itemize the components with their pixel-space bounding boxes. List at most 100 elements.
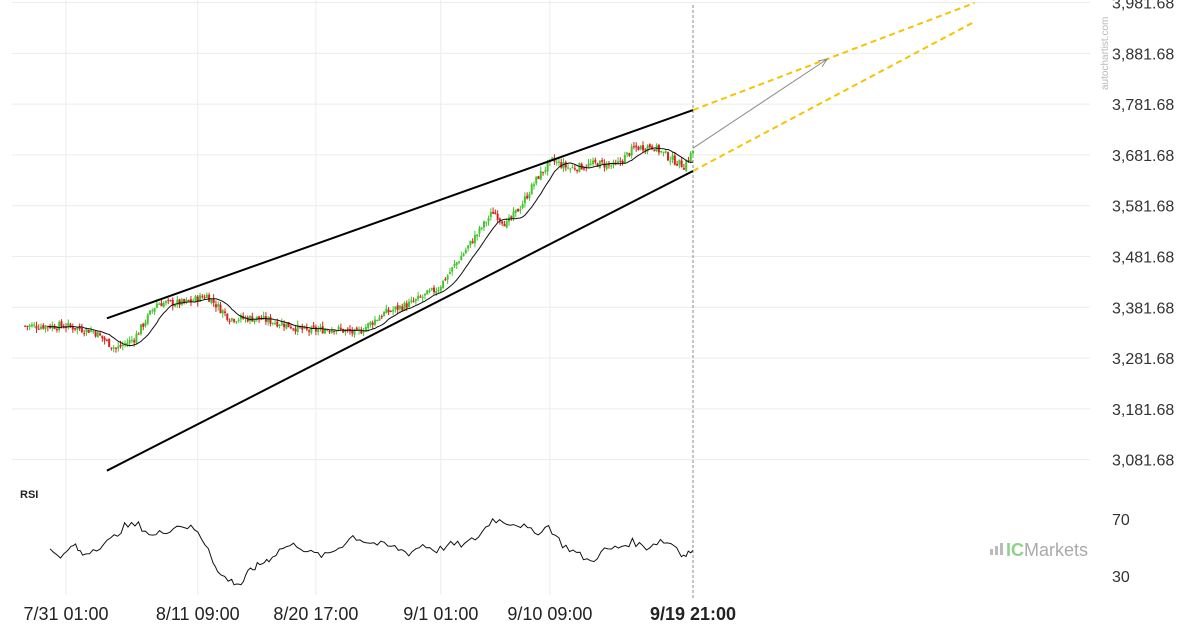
candle-body	[619, 160, 622, 162]
candle-body	[328, 331, 331, 333]
candle-body	[598, 160, 601, 168]
candle-body	[589, 163, 592, 165]
candle-body	[169, 300, 172, 302]
candle-body	[673, 155, 676, 165]
candle-body	[103, 337, 106, 341]
candle-body	[621, 160, 624, 163]
candle-body	[67, 322, 70, 327]
candle-body	[428, 290, 431, 292]
candle-body	[310, 326, 313, 334]
candle-body	[419, 296, 422, 298]
brand-markets: Markets	[1024, 540, 1088, 560]
candle-body	[514, 209, 517, 213]
candle-body	[364, 327, 367, 332]
candle-body	[603, 162, 606, 168]
candle-body	[326, 330, 329, 332]
candle-body	[40, 326, 43, 329]
candle-body	[610, 165, 613, 167]
wedge-upper-line	[106, 109, 694, 320]
candle-body	[544, 170, 547, 172]
candle-body	[114, 347, 117, 349]
candle-body	[185, 299, 188, 302]
candle-body	[319, 327, 322, 329]
candle-body	[194, 296, 197, 301]
candle-body	[523, 196, 526, 204]
y-tick-label: 3,181.68	[1112, 402, 1174, 419]
candle-body	[653, 149, 656, 152]
candle-body	[112, 347, 115, 349]
candle-body	[473, 235, 476, 244]
candle-body	[53, 325, 56, 329]
candle-body	[128, 339, 131, 344]
candle-body	[480, 227, 483, 229]
candle-body	[283, 323, 286, 328]
candle-body	[255, 316, 258, 320]
candle-body	[99, 333, 102, 336]
y-tick-label: 3,981.68	[1112, 0, 1174, 13]
candle-body	[521, 203, 524, 209]
candle-body	[65, 327, 67, 329]
candle-body	[564, 162, 567, 168]
candle-body	[433, 287, 436, 293]
ma-line	[47, 147, 694, 346]
candle-body	[485, 222, 488, 224]
candle-body	[392, 309, 395, 312]
candle-body	[503, 224, 506, 227]
candle-body	[262, 315, 265, 319]
x-tick-label: 7/31 01:00	[23, 604, 108, 624]
candle-body	[592, 160, 595, 164]
candle-body	[467, 245, 470, 249]
logo-bar-2	[995, 546, 998, 555]
candle-body	[196, 296, 199, 303]
y-tick-label: 3,681.68	[1112, 148, 1174, 165]
candle-body	[512, 211, 515, 219]
candle-body	[124, 343, 127, 345]
candle-body	[471, 241, 474, 244]
candle-body	[205, 294, 208, 298]
candle-body	[378, 317, 381, 321]
x-tick-label: 8/11 09:00	[156, 604, 240, 624]
candle-body	[137, 333, 140, 335]
candle-body	[573, 168, 576, 170]
candle-body	[671, 155, 674, 161]
candle-body	[35, 325, 38, 329]
candle-body	[496, 213, 499, 220]
brand-logo: ICMarkets	[990, 540, 1088, 560]
candle-body	[167, 299, 170, 301]
candle-body	[233, 319, 236, 322]
candle-body	[383, 311, 386, 317]
candle-body	[274, 322, 276, 325]
candle-body	[448, 272, 451, 274]
wedge-pattern	[106, 1, 976, 472]
forecast-arrow-line	[692, 58, 828, 149]
candle-body	[396, 305, 399, 310]
candle-body	[289, 326, 292, 329]
candle-body	[478, 227, 481, 234]
y-tick-label: 3,281.68	[1112, 351, 1174, 368]
candle-body	[498, 218, 501, 221]
candle-body	[355, 327, 358, 330]
candle-body	[394, 306, 397, 310]
candle-body	[30, 324, 33, 327]
candle-body	[321, 326, 324, 334]
candle-body	[642, 145, 645, 151]
candle-body	[596, 163, 599, 167]
candle-body	[617, 161, 620, 164]
candle-body	[117, 346, 120, 349]
candle-body	[230, 318, 233, 321]
candle-body	[462, 253, 465, 256]
candle-body	[260, 318, 263, 320]
candle-body	[501, 221, 504, 224]
candle-body	[439, 286, 442, 291]
grid	[12, 0, 1090, 598]
candle-body	[37, 328, 40, 330]
candle-body	[408, 301, 411, 307]
candle-body	[60, 321, 63, 327]
candle-body	[410, 300, 413, 302]
candle-body	[158, 303, 161, 305]
candle-body	[551, 157, 554, 159]
candle-body	[305, 327, 308, 330]
candle-body	[192, 300, 195, 302]
candle-body	[276, 321, 279, 327]
candle-body	[353, 329, 356, 335]
